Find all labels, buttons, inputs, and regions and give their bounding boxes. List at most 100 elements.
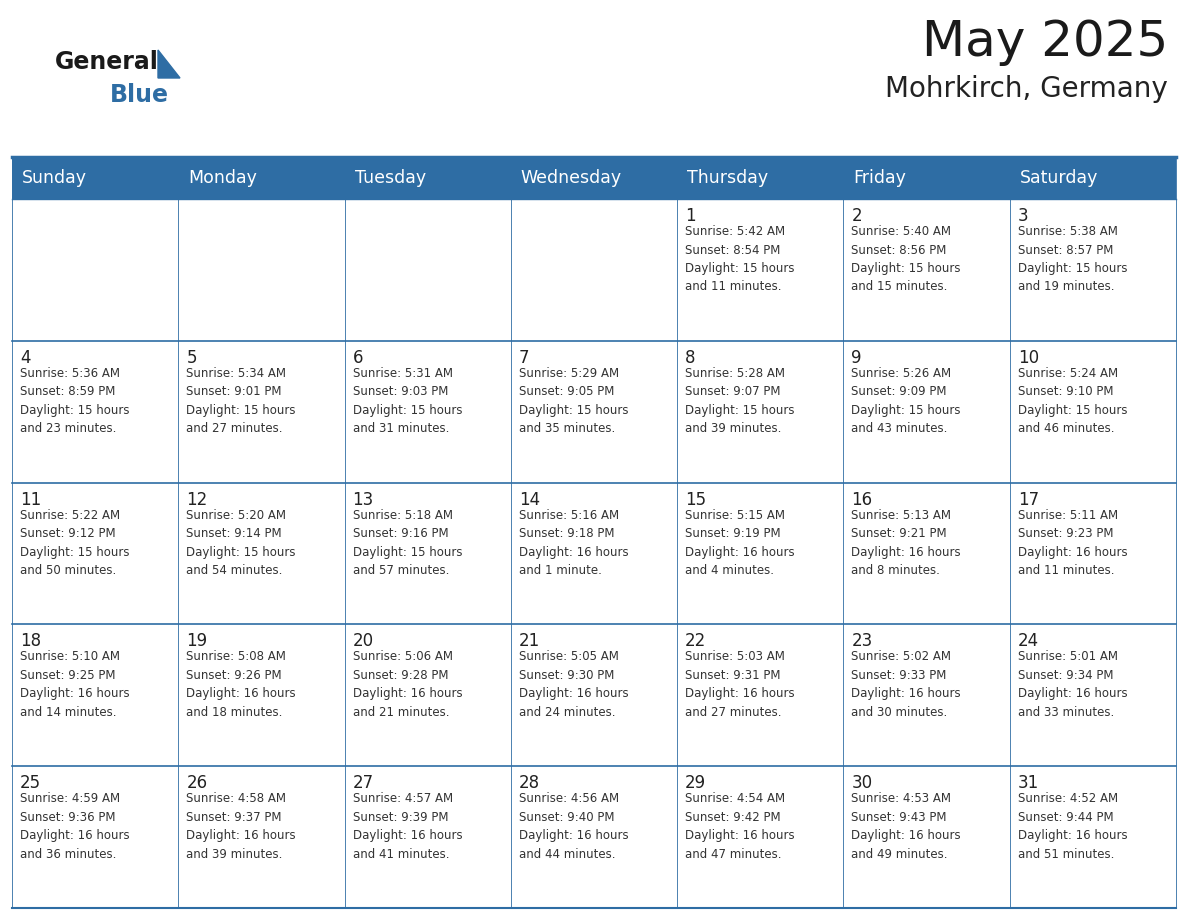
Text: Saturday: Saturday <box>1019 169 1098 187</box>
Bar <box>12 341 178 483</box>
Text: Sunrise: 5:18 AM
Sunset: 9:16 PM
Daylight: 15 hours
and 57 minutes.: Sunrise: 5:18 AM Sunset: 9:16 PM Dayligh… <box>353 509 462 577</box>
Text: Sunrise: 5:06 AM
Sunset: 9:28 PM
Daylight: 16 hours
and 21 minutes.: Sunrise: 5:06 AM Sunset: 9:28 PM Dayligh… <box>353 650 462 719</box>
Text: 12: 12 <box>187 490 208 509</box>
Bar <box>178 624 345 767</box>
Text: Sunrise: 5:03 AM
Sunset: 9:31 PM
Daylight: 16 hours
and 27 minutes.: Sunrise: 5:03 AM Sunset: 9:31 PM Dayligh… <box>685 650 795 719</box>
Bar <box>843 624 1010 767</box>
Text: 9: 9 <box>852 349 862 367</box>
Bar <box>345 624 511 767</box>
Text: 4: 4 <box>20 349 31 367</box>
Text: Sunrise: 5:34 AM
Sunset: 9:01 PM
Daylight: 15 hours
and 27 minutes.: Sunrise: 5:34 AM Sunset: 9:01 PM Dayligh… <box>187 367 296 435</box>
Text: 16: 16 <box>852 490 872 509</box>
Text: Sunrise: 4:52 AM
Sunset: 9:44 PM
Daylight: 16 hours
and 51 minutes.: Sunrise: 4:52 AM Sunset: 9:44 PM Dayligh… <box>1018 792 1127 861</box>
Bar <box>511 767 677 908</box>
Bar <box>677 341 843 483</box>
Text: Sunrise: 5:15 AM
Sunset: 9:19 PM
Daylight: 16 hours
and 4 minutes.: Sunrise: 5:15 AM Sunset: 9:19 PM Dayligh… <box>685 509 795 577</box>
Bar <box>677 199 843 341</box>
Text: 30: 30 <box>852 774 872 792</box>
Bar <box>843 341 1010 483</box>
Bar <box>1010 624 1176 767</box>
Text: Sunrise: 5:42 AM
Sunset: 8:54 PM
Daylight: 15 hours
and 11 minutes.: Sunrise: 5:42 AM Sunset: 8:54 PM Dayligh… <box>685 225 795 294</box>
Text: Friday: Friday <box>853 169 906 187</box>
Text: 17: 17 <box>1018 490 1038 509</box>
Bar <box>345 341 511 483</box>
Text: 21: 21 <box>519 633 541 650</box>
Bar <box>12 483 178 624</box>
Text: Sunrise: 4:59 AM
Sunset: 9:36 PM
Daylight: 16 hours
and 36 minutes.: Sunrise: 4:59 AM Sunset: 9:36 PM Dayligh… <box>20 792 129 861</box>
Text: Sunrise: 5:40 AM
Sunset: 8:56 PM
Daylight: 15 hours
and 15 minutes.: Sunrise: 5:40 AM Sunset: 8:56 PM Dayligh… <box>852 225 961 294</box>
Text: Sunrise: 5:11 AM
Sunset: 9:23 PM
Daylight: 16 hours
and 11 minutes.: Sunrise: 5:11 AM Sunset: 9:23 PM Dayligh… <box>1018 509 1127 577</box>
Bar <box>1010 341 1176 483</box>
Text: Sunrise: 5:16 AM
Sunset: 9:18 PM
Daylight: 16 hours
and 1 minute.: Sunrise: 5:16 AM Sunset: 9:18 PM Dayligh… <box>519 509 628 577</box>
Text: Sunrise: 5:02 AM
Sunset: 9:33 PM
Daylight: 16 hours
and 30 minutes.: Sunrise: 5:02 AM Sunset: 9:33 PM Dayligh… <box>852 650 961 719</box>
Bar <box>1010 483 1176 624</box>
Text: Sunrise: 5:13 AM
Sunset: 9:21 PM
Daylight: 16 hours
and 8 minutes.: Sunrise: 5:13 AM Sunset: 9:21 PM Dayligh… <box>852 509 961 577</box>
Bar <box>345 483 511 624</box>
Bar <box>12 157 1176 199</box>
Text: 23: 23 <box>852 633 873 650</box>
Text: Thursday: Thursday <box>687 169 769 187</box>
Bar <box>1010 767 1176 908</box>
Bar <box>843 483 1010 624</box>
Text: 2: 2 <box>852 207 862 225</box>
Text: Sunrise: 4:58 AM
Sunset: 9:37 PM
Daylight: 16 hours
and 39 minutes.: Sunrise: 4:58 AM Sunset: 9:37 PM Dayligh… <box>187 792 296 861</box>
Text: Monday: Monday <box>188 169 257 187</box>
Bar <box>12 767 178 908</box>
Bar <box>1010 199 1176 341</box>
Bar <box>511 341 677 483</box>
Bar <box>345 767 511 908</box>
Text: 22: 22 <box>685 633 707 650</box>
Text: 18: 18 <box>20 633 42 650</box>
Text: Sunday: Sunday <box>23 169 87 187</box>
Text: General: General <box>55 50 159 74</box>
Bar <box>677 624 843 767</box>
Bar <box>677 483 843 624</box>
Text: 6: 6 <box>353 349 364 367</box>
Text: 3: 3 <box>1018 207 1029 225</box>
Text: 25: 25 <box>20 774 42 792</box>
Text: 1: 1 <box>685 207 696 225</box>
Text: Sunrise: 5:22 AM
Sunset: 9:12 PM
Daylight: 15 hours
and 50 minutes.: Sunrise: 5:22 AM Sunset: 9:12 PM Dayligh… <box>20 509 129 577</box>
Text: 27: 27 <box>353 774 374 792</box>
Text: 11: 11 <box>20 490 42 509</box>
Text: Mohrkirch, Germany: Mohrkirch, Germany <box>885 75 1168 103</box>
Text: Sunrise: 5:26 AM
Sunset: 9:09 PM
Daylight: 15 hours
and 43 minutes.: Sunrise: 5:26 AM Sunset: 9:09 PM Dayligh… <box>852 367 961 435</box>
Text: Sunrise: 5:05 AM
Sunset: 9:30 PM
Daylight: 16 hours
and 24 minutes.: Sunrise: 5:05 AM Sunset: 9:30 PM Dayligh… <box>519 650 628 719</box>
Text: 29: 29 <box>685 774 707 792</box>
Text: 5: 5 <box>187 349 197 367</box>
Bar <box>178 341 345 483</box>
Bar <box>511 483 677 624</box>
Text: 31: 31 <box>1018 774 1040 792</box>
Text: Sunrise: 5:29 AM
Sunset: 9:05 PM
Daylight: 15 hours
and 35 minutes.: Sunrise: 5:29 AM Sunset: 9:05 PM Dayligh… <box>519 367 628 435</box>
Bar <box>178 483 345 624</box>
Text: Sunrise: 5:31 AM
Sunset: 9:03 PM
Daylight: 15 hours
and 31 minutes.: Sunrise: 5:31 AM Sunset: 9:03 PM Dayligh… <box>353 367 462 435</box>
Text: 8: 8 <box>685 349 696 367</box>
Bar <box>345 199 511 341</box>
Text: 19: 19 <box>187 633 208 650</box>
Text: Sunrise: 5:36 AM
Sunset: 8:59 PM
Daylight: 15 hours
and 23 minutes.: Sunrise: 5:36 AM Sunset: 8:59 PM Dayligh… <box>20 367 129 435</box>
Text: Sunrise: 5:08 AM
Sunset: 9:26 PM
Daylight: 16 hours
and 18 minutes.: Sunrise: 5:08 AM Sunset: 9:26 PM Dayligh… <box>187 650 296 719</box>
Polygon shape <box>158 50 181 78</box>
Bar <box>843 199 1010 341</box>
Bar <box>677 767 843 908</box>
Text: Sunrise: 5:10 AM
Sunset: 9:25 PM
Daylight: 16 hours
and 14 minutes.: Sunrise: 5:10 AM Sunset: 9:25 PM Dayligh… <box>20 650 129 719</box>
Bar <box>178 767 345 908</box>
Text: 13: 13 <box>353 490 374 509</box>
Text: Sunrise: 4:54 AM
Sunset: 9:42 PM
Daylight: 16 hours
and 47 minutes.: Sunrise: 4:54 AM Sunset: 9:42 PM Dayligh… <box>685 792 795 861</box>
Bar <box>511 624 677 767</box>
Bar <box>178 199 345 341</box>
Text: Sunrise: 5:20 AM
Sunset: 9:14 PM
Daylight: 15 hours
and 54 minutes.: Sunrise: 5:20 AM Sunset: 9:14 PM Dayligh… <box>187 509 296 577</box>
Text: Sunrise: 5:28 AM
Sunset: 9:07 PM
Daylight: 15 hours
and 39 minutes.: Sunrise: 5:28 AM Sunset: 9:07 PM Dayligh… <box>685 367 795 435</box>
Text: 10: 10 <box>1018 349 1038 367</box>
Bar <box>511 199 677 341</box>
Text: May 2025: May 2025 <box>922 18 1168 66</box>
Text: 26: 26 <box>187 774 208 792</box>
Bar <box>12 199 178 341</box>
Text: Sunrise: 4:56 AM
Sunset: 9:40 PM
Daylight: 16 hours
and 44 minutes.: Sunrise: 4:56 AM Sunset: 9:40 PM Dayligh… <box>519 792 628 861</box>
Text: Sunrise: 5:24 AM
Sunset: 9:10 PM
Daylight: 15 hours
and 46 minutes.: Sunrise: 5:24 AM Sunset: 9:10 PM Dayligh… <box>1018 367 1127 435</box>
Text: Sunrise: 4:53 AM
Sunset: 9:43 PM
Daylight: 16 hours
and 49 minutes.: Sunrise: 4:53 AM Sunset: 9:43 PM Dayligh… <box>852 792 961 861</box>
Text: 20: 20 <box>353 633 374 650</box>
Text: 28: 28 <box>519 774 541 792</box>
Text: Tuesday: Tuesday <box>354 169 425 187</box>
Text: 24: 24 <box>1018 633 1038 650</box>
